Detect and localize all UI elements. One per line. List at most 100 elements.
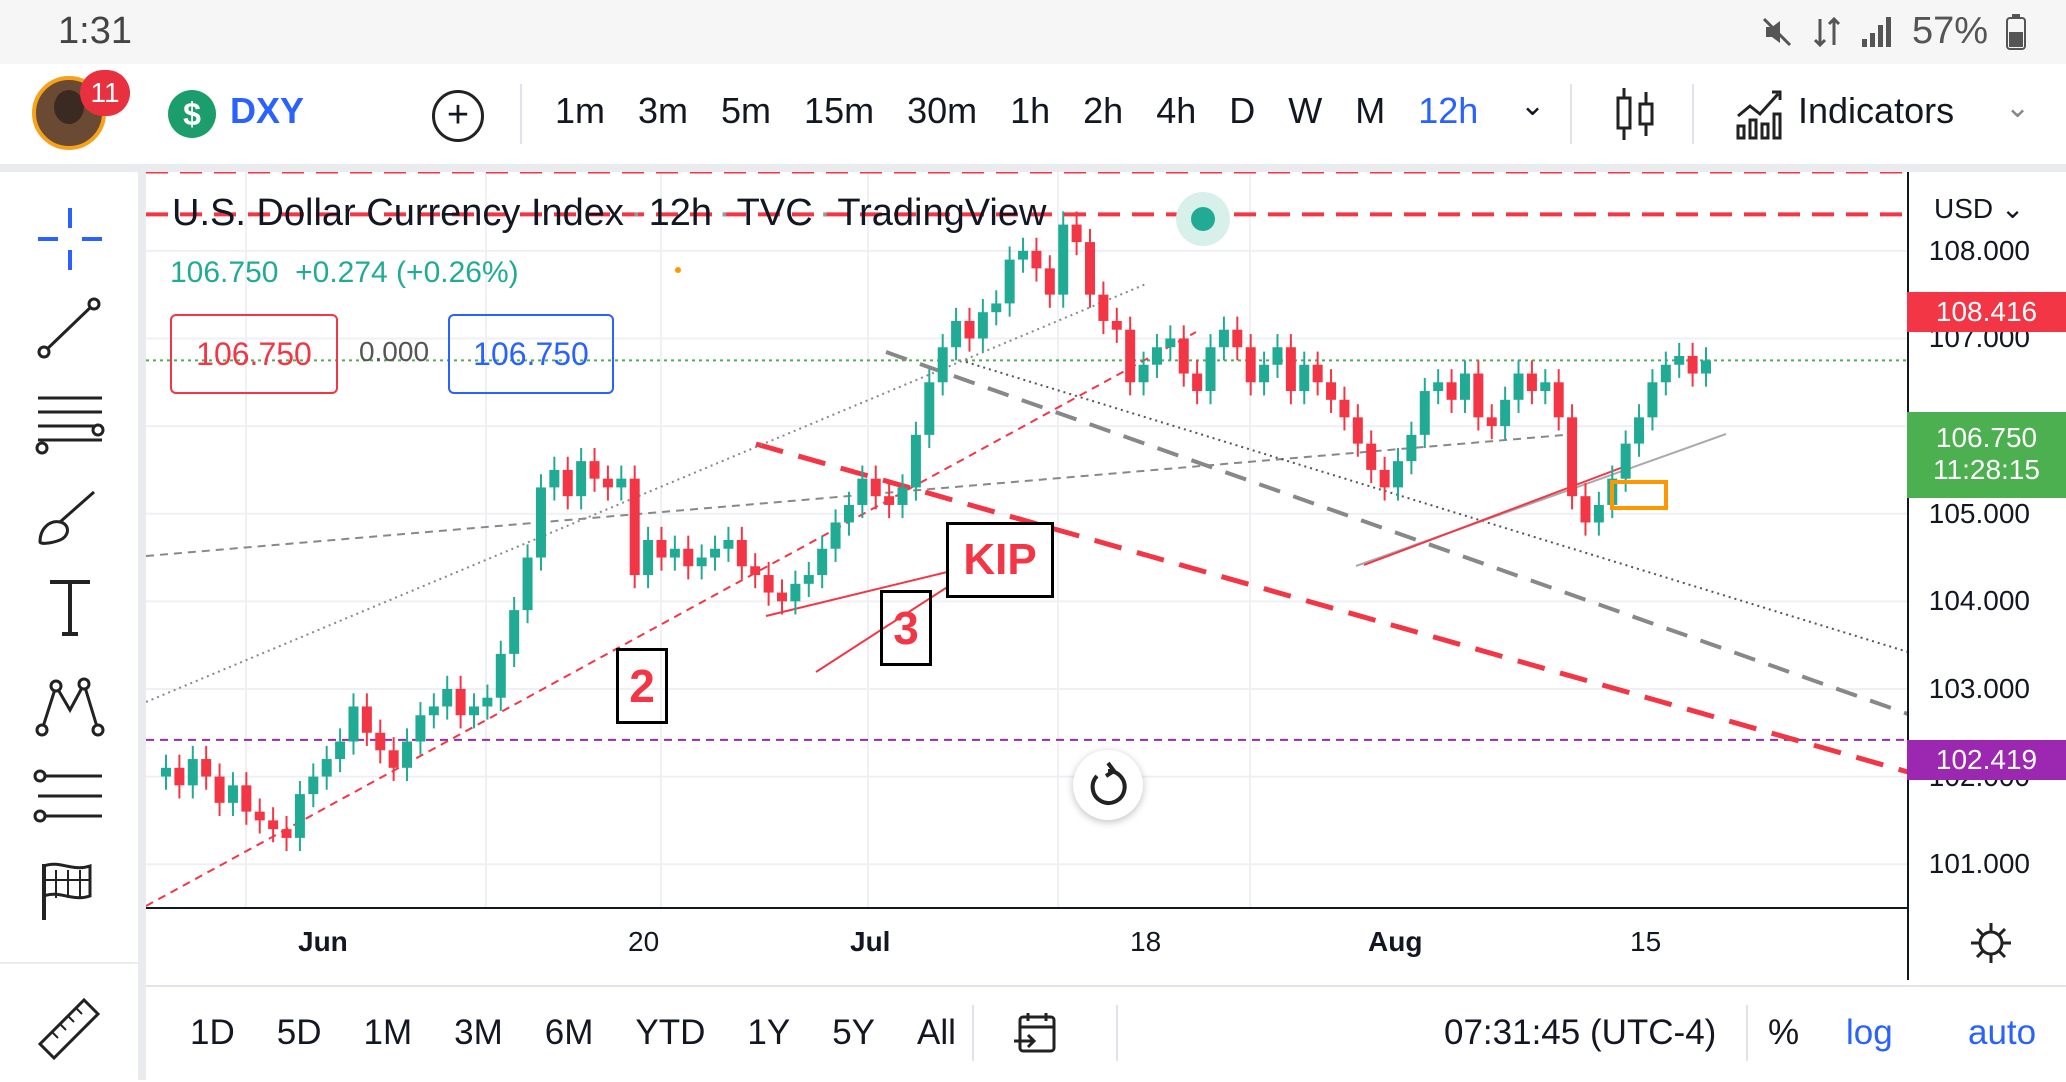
annotation-2[interactable]: 2 [616, 648, 668, 724]
time-label: 20 [628, 926, 660, 957]
dotted-line [146, 283, 1147, 703]
candle-body [1473, 373, 1484, 418]
settings-gear-icon[interactable] [1968, 920, 2014, 966]
interval-4h[interactable]: 4h [1156, 90, 1197, 131]
range-all[interactable]: All [917, 1013, 956, 1052]
candle-body [1018, 250, 1029, 260]
text-icon[interactable] [30, 572, 110, 642]
range-6m[interactable]: 6M [544, 1013, 594, 1052]
interval-1m[interactable]: 1m [555, 90, 606, 131]
range-5y[interactable]: 5Y [832, 1013, 875, 1052]
interval-1h[interactable]: 1h [1010, 90, 1051, 131]
goto-date-icon[interactable] [1012, 1009, 1062, 1059]
flag-icon[interactable] [30, 856, 110, 926]
annotation-kip[interactable]: KIP [946, 522, 1054, 598]
legend-title[interactable]: U.S. Dollar Currency Index · 12h · TVC · Tradi… [172, 192, 1047, 234]
candle-body [1111, 320, 1122, 330]
candle-body [321, 759, 332, 777]
chart-pane[interactable] [146, 172, 2066, 980]
candle-body [1085, 242, 1095, 295]
interval-W[interactable]: W [1288, 90, 1323, 131]
price-chart[interactable] [146, 172, 2066, 980]
interval-12h[interactable]: 12h [1418, 90, 1479, 131]
candle-body [1138, 364, 1149, 383]
range-1m[interactable]: 1M [363, 1013, 413, 1052]
candles-icon[interactable] [1614, 84, 1658, 144]
candle-body [187, 759, 198, 786]
interval-3m[interactable]: 3m [638, 90, 689, 131]
pattern-icon[interactable] [30, 670, 110, 740]
indicators-button[interactable]: Indicators [1798, 90, 1955, 131]
chevron-down-icon[interactable]: ⌄ [1520, 89, 1546, 122]
candle-body [1500, 399, 1511, 427]
candle-body [562, 469, 573, 497]
notification-badge: 11 [80, 70, 130, 116]
log-scale-toggle[interactable]: log [1846, 1013, 1893, 1052]
price-tick: 108.000 [1928, 234, 2030, 266]
annotation-3[interactable]: 3 [880, 590, 932, 666]
candle-body [951, 320, 962, 348]
sell-button[interactable]: 106.750 [170, 314, 338, 394]
dollar-icon: $ [168, 90, 216, 138]
candle-body [1218, 329, 1229, 348]
compare-add-button[interactable]: + [432, 90, 484, 142]
candle-body [1580, 496, 1591, 523]
interval-15m[interactable]: 15m [804, 90, 875, 131]
candle-body [1352, 417, 1363, 444]
candle-body [227, 785, 238, 803]
candle-body [910, 434, 921, 488]
interval-D[interactable]: D [1229, 90, 1256, 131]
candle-body [589, 461, 600, 479]
range-ytd[interactable]: YTD [635, 1013, 706, 1052]
candle-body [710, 548, 721, 558]
candle-body [1647, 382, 1658, 418]
candle-body [750, 566, 761, 576]
level-low-label: 102.419 [1907, 740, 2066, 780]
range-5d[interactable]: 5D [276, 1013, 322, 1052]
candle-body [1285, 347, 1296, 392]
candle-body [1406, 434, 1417, 462]
symbol-button[interactable]: DXY [230, 90, 305, 131]
trend-line-icon[interactable] [30, 294, 110, 364]
status-bar: 1:31 57% [0, 0, 2066, 64]
range-1d[interactable]: 1D [190, 1013, 235, 1052]
indicators-icon[interactable] [1734, 84, 1784, 140]
candle-body [469, 706, 479, 716]
range-1y[interactable]: 1Y [747, 1013, 791, 1052]
candle-body [549, 469, 560, 488]
forecast-icon[interactable] [30, 762, 110, 832]
crosshair-icon[interactable] [30, 204, 110, 274]
interval-M[interactable]: M [1355, 90, 1386, 131]
reset-chart-button[interactable] [1073, 750, 1143, 820]
last-price: 106.750 [170, 256, 279, 289]
time-label: Aug [1368, 926, 1423, 957]
candle-body [1393, 461, 1403, 488]
highlight-box[interactable] [1610, 480, 1668, 510]
time-label: 18 [1130, 926, 1162, 957]
interval-2h[interactable]: 2h [1083, 90, 1124, 131]
downtrend-line [755, 441, 1909, 775]
candle-body [843, 504, 854, 523]
interval-5m[interactable]: 5m [721, 90, 772, 131]
candle-body [174, 767, 185, 786]
candle-body [495, 653, 506, 698]
range-3m[interactable]: 3M [454, 1013, 503, 1052]
ruler-icon[interactable] [30, 990, 110, 1060]
currency-selector[interactable]: USD ⌄ [1934, 193, 2025, 224]
candle-body [1513, 373, 1524, 400]
candle-body [161, 767, 171, 777]
clock-timezone[interactable]: 07:31:45 (UTC-4) [1444, 1013, 1717, 1052]
interval-30m[interactable]: 30m [907, 90, 978, 131]
current-price-label: 106.750 11:28:15 [1907, 412, 2066, 498]
candle-body [977, 312, 988, 339]
market-open-indicator[interactable] [1176, 192, 1230, 246]
fib-retracement-icon[interactable] [30, 390, 110, 460]
buy-button[interactable]: 106.750 [448, 314, 614, 394]
brush-icon[interactable] [30, 482, 110, 552]
candle-body [1205, 347, 1216, 392]
candle-body [1620, 443, 1631, 479]
candle-body [1058, 224, 1069, 295]
auto-scale-toggle[interactable]: auto [1968, 1013, 2037, 1052]
percent-scale-toggle[interactable]: % [1768, 1013, 1800, 1052]
chevron-down-icon[interactable]: ⌄ [2005, 91, 2031, 124]
